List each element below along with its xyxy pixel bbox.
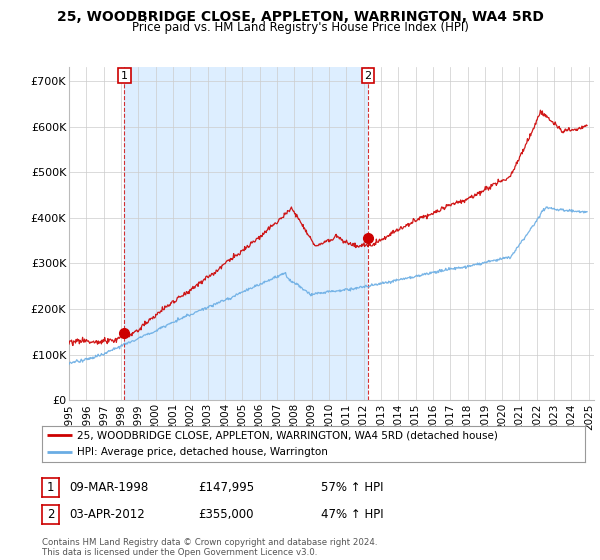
Text: Price paid vs. HM Land Registry's House Price Index (HPI): Price paid vs. HM Land Registry's House …	[131, 21, 469, 34]
Text: HPI: Average price, detached house, Warrington: HPI: Average price, detached house, Warr…	[77, 447, 328, 457]
Text: 1: 1	[121, 71, 128, 81]
Text: 25, WOODBRIDGE CLOSE, APPLETON, WARRINGTON, WA4 5RD (detached house): 25, WOODBRIDGE CLOSE, APPLETON, WARRINGT…	[77, 431, 498, 440]
Text: 2: 2	[47, 507, 54, 521]
Text: 09-MAR-1998: 09-MAR-1998	[69, 480, 148, 494]
Text: £355,000: £355,000	[198, 507, 254, 521]
Bar	[124, 67, 368, 400]
Text: £147,995: £147,995	[198, 480, 254, 494]
Text: Contains HM Land Registry data © Crown copyright and database right 2024.
This d: Contains HM Land Registry data © Crown c…	[42, 538, 377, 557]
Text: 25, WOODBRIDGE CLOSE, APPLETON, WARRINGTON, WA4 5RD: 25, WOODBRIDGE CLOSE, APPLETON, WARRINGT…	[56, 10, 544, 24]
Text: 57% ↑ HPI: 57% ↑ HPI	[321, 480, 383, 494]
Text: 1: 1	[47, 480, 54, 494]
Text: 47% ↑ HPI: 47% ↑ HPI	[321, 507, 383, 521]
Text: 03-APR-2012: 03-APR-2012	[69, 507, 145, 521]
Text: 2: 2	[364, 71, 371, 81]
